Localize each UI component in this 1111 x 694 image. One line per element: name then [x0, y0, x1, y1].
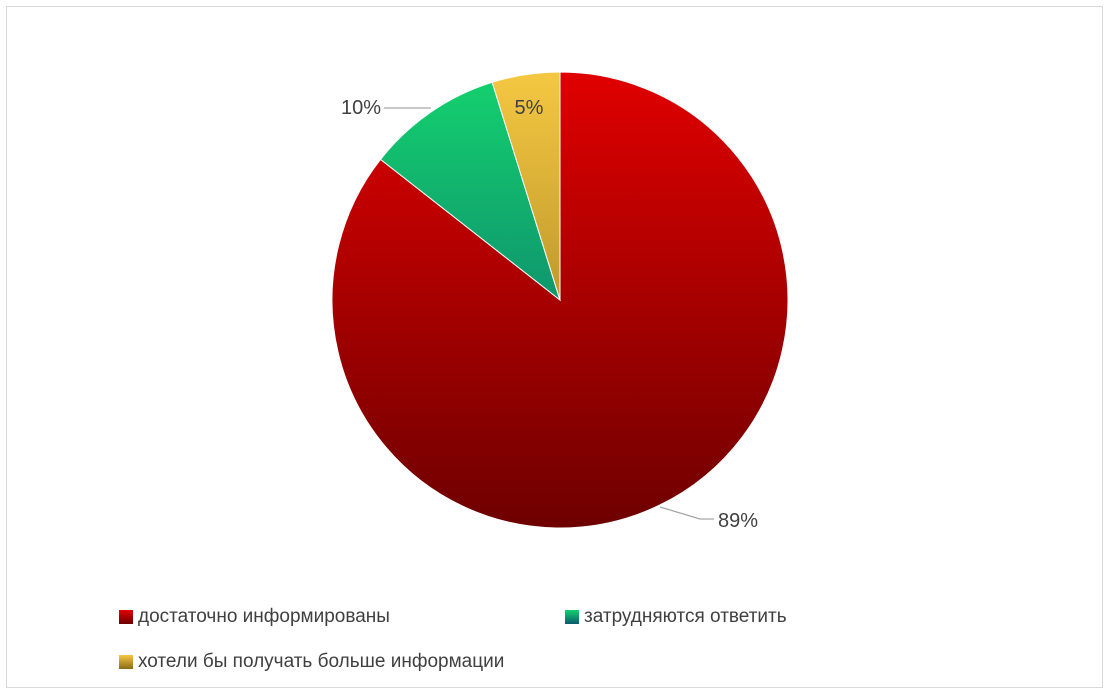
legend-label: достаточно информированы: [138, 606, 390, 627]
legend-swatch: [119, 610, 133, 624]
legend-swatch: [565, 610, 579, 624]
data-label: 5%: [515, 97, 544, 119]
legend-label: хотели бы получать больше информации: [138, 651, 505, 672]
leader-line: [659, 506, 714, 520]
legend-swatch: [119, 655, 133, 669]
leader-lines: [384, 107, 714, 520]
legend-label: затрудняются ответить: [584, 606, 787, 627]
legend-item[interactable]: хотели бы получать больше информации: [119, 651, 504, 673]
data-label: 89%: [718, 510, 758, 532]
pie-slices: [331, 71, 789, 529]
data-label: 10%: [341, 97, 381, 119]
legend-item[interactable]: затрудняются ответить: [565, 606, 787, 628]
legend-item[interactable]: достаточно информированы: [119, 606, 390, 628]
slice-want-more-info[interactable]: [491, 71, 561, 301]
slice-undecided[interactable]: [379, 81, 561, 302]
data-labels: 89% 10% 5%: [341, 97, 758, 532]
